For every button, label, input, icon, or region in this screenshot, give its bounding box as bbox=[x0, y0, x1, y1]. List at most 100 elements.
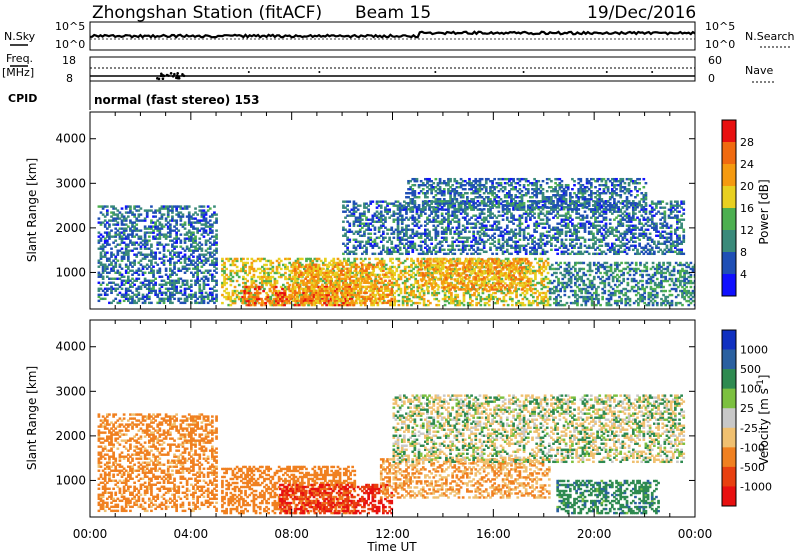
power-cell bbox=[523, 266, 526, 268]
power-cell bbox=[400, 288, 403, 290]
power-cell bbox=[512, 282, 515, 284]
power-cell bbox=[569, 215, 572, 217]
power-cell bbox=[262, 290, 265, 292]
power-cell bbox=[416, 280, 419, 282]
power-cell bbox=[682, 253, 685, 255]
power-cell bbox=[575, 243, 578, 245]
power-cell bbox=[385, 264, 388, 266]
power-cell bbox=[287, 286, 290, 288]
power-cell bbox=[468, 237, 471, 239]
power-cell bbox=[441, 266, 444, 268]
power-cell bbox=[253, 274, 256, 276]
power-cell bbox=[500, 227, 503, 229]
power-cell bbox=[510, 253, 513, 255]
power-cell bbox=[347, 258, 350, 260]
power-cell bbox=[498, 221, 501, 223]
power-cell bbox=[338, 282, 341, 284]
power-cell bbox=[414, 200, 417, 202]
power-cell bbox=[423, 298, 426, 300]
power-cell bbox=[449, 282, 452, 284]
power-cell bbox=[384, 237, 387, 239]
power-cell bbox=[487, 258, 490, 260]
power-cell bbox=[661, 200, 664, 202]
power-cell bbox=[301, 258, 304, 260]
power-cell bbox=[483, 270, 486, 272]
power-cell bbox=[586, 215, 589, 217]
power-cell bbox=[638, 239, 641, 241]
power-cell bbox=[376, 302, 379, 304]
power-cell bbox=[348, 200, 351, 202]
power-cell bbox=[605, 223, 608, 225]
cpid-label: CPID bbox=[8, 92, 37, 105]
mhz-label: [MHz] bbox=[2, 66, 34, 79]
power-cell bbox=[418, 221, 421, 223]
power-cell bbox=[527, 225, 530, 227]
power-cell bbox=[317, 282, 320, 284]
power-cell bbox=[645, 233, 648, 235]
power-cell bbox=[428, 258, 431, 260]
nave-dot bbox=[523, 71, 525, 73]
power-cell bbox=[361, 241, 364, 243]
power-cell bbox=[485, 288, 488, 290]
power-cell bbox=[246, 280, 249, 282]
power-cell bbox=[498, 211, 501, 213]
nave-dot bbox=[318, 71, 320, 73]
power-cell bbox=[638, 219, 641, 221]
power-cell bbox=[223, 262, 226, 264]
power-cell bbox=[399, 247, 402, 249]
power-cell bbox=[493, 241, 496, 243]
power-cell bbox=[382, 245, 385, 247]
power-cell bbox=[265, 264, 268, 266]
power-cell bbox=[275, 286, 278, 288]
power-cell bbox=[571, 219, 574, 221]
date-label: 19/Dec/2016 bbox=[587, 3, 696, 23]
power-cell bbox=[638, 200, 641, 202]
power-cell bbox=[311, 298, 314, 300]
power-cell bbox=[232, 280, 235, 282]
power-cell bbox=[511, 298, 514, 300]
power-cell bbox=[353, 304, 356, 306]
power-cell bbox=[676, 200, 679, 202]
power-cell bbox=[439, 272, 442, 274]
power-cell bbox=[374, 233, 377, 235]
noise-tick-left-top: 10^5 bbox=[55, 20, 85, 33]
power-cell bbox=[534, 258, 537, 260]
power-cell bbox=[600, 245, 603, 247]
power-cell bbox=[682, 229, 685, 231]
power-cell bbox=[567, 249, 570, 251]
power-cell bbox=[321, 284, 324, 286]
power-cell bbox=[503, 304, 506, 306]
power-cell bbox=[653, 251, 656, 253]
power-cell bbox=[420, 225, 423, 227]
power-cell bbox=[451, 184, 454, 186]
power-cell bbox=[477, 292, 480, 294]
power-cell bbox=[670, 225, 673, 227]
power-cell bbox=[369, 278, 372, 280]
power-cell bbox=[451, 237, 454, 239]
power-cell bbox=[346, 247, 349, 249]
power-cell bbox=[332, 258, 335, 260]
power-cell bbox=[682, 208, 685, 210]
power-cell bbox=[246, 262, 249, 264]
power-cell bbox=[441, 245, 444, 247]
power-cell bbox=[369, 233, 372, 235]
power-cell bbox=[246, 258, 249, 260]
power-cell bbox=[275, 290, 278, 292]
power-cell bbox=[449, 258, 452, 260]
power-cell bbox=[398, 284, 401, 286]
power-cell bbox=[378, 282, 381, 284]
power-cell bbox=[542, 219, 545, 221]
power-cell bbox=[456, 258, 459, 260]
freq-tick-left-top: 18 bbox=[62, 54, 76, 67]
power-cell bbox=[466, 227, 469, 229]
power-cell bbox=[378, 294, 381, 296]
power-cell bbox=[361, 264, 364, 266]
power-cell bbox=[634, 241, 637, 243]
power-cell bbox=[666, 245, 669, 247]
power-cell bbox=[430, 200, 433, 202]
power-cell bbox=[382, 268, 385, 270]
power-cell bbox=[428, 247, 431, 249]
power-cell bbox=[655, 223, 658, 225]
power-cell bbox=[439, 186, 442, 188]
power-cell bbox=[359, 292, 362, 294]
